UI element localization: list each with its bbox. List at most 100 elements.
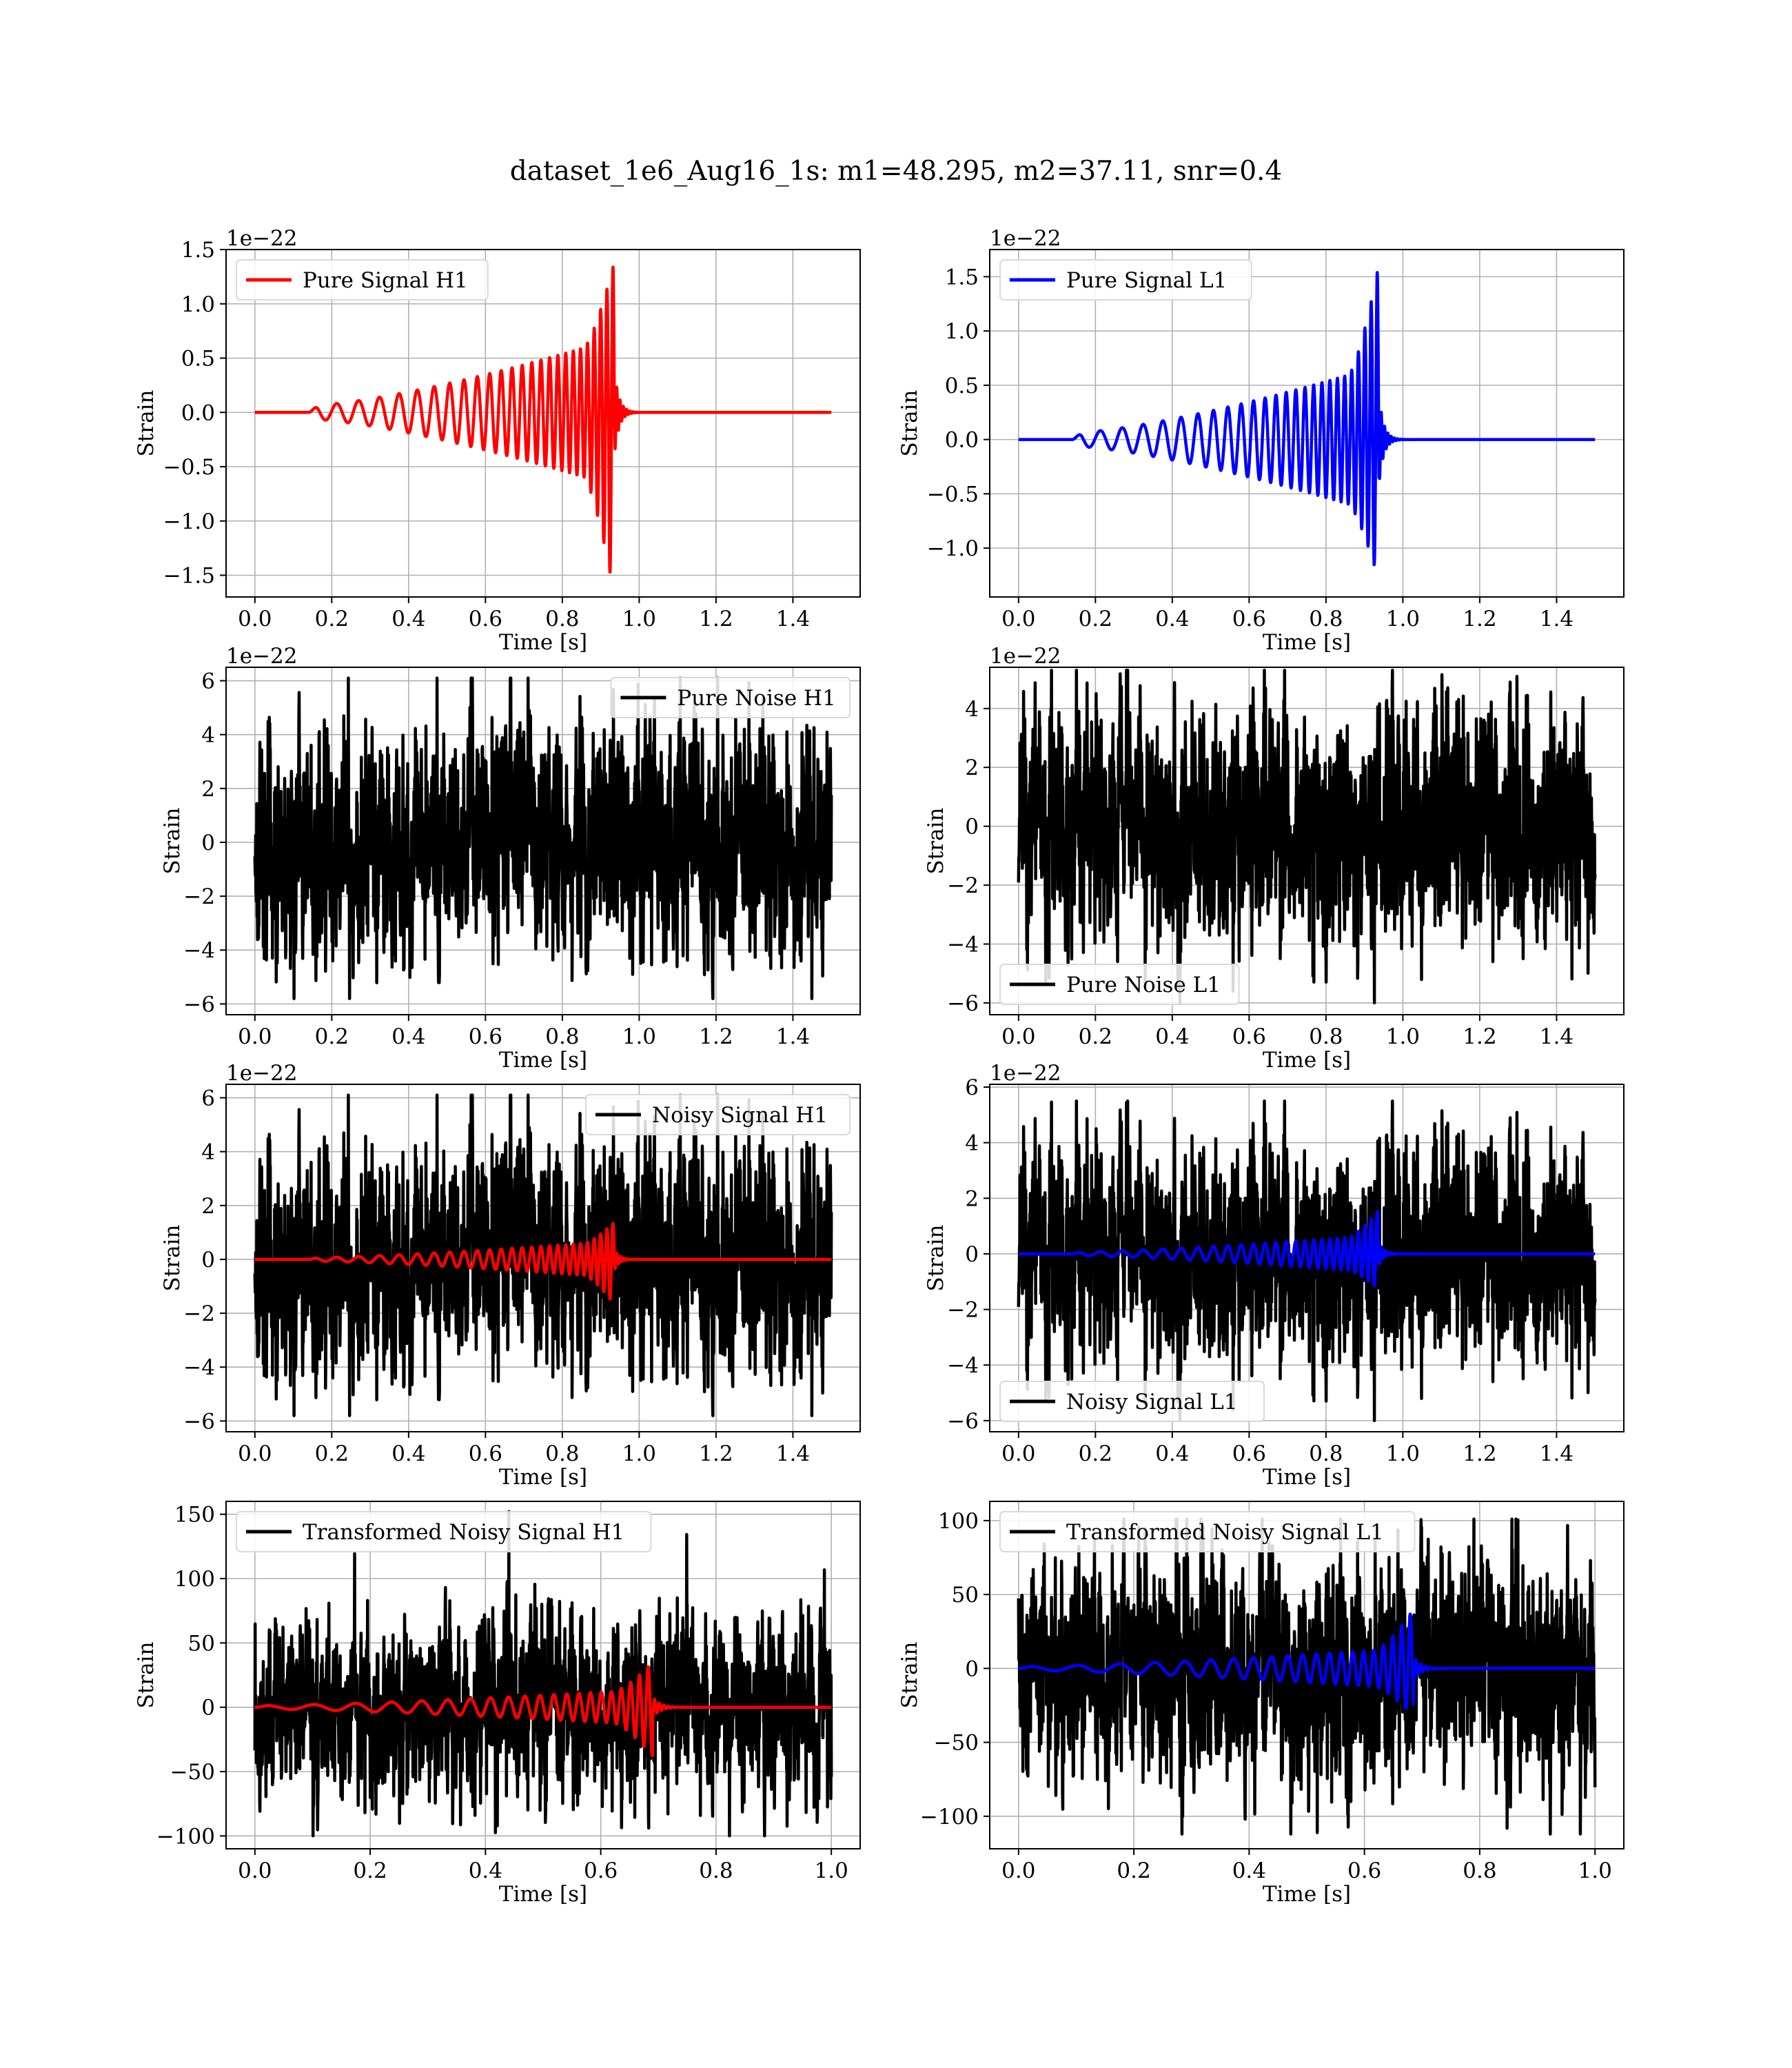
- plot-area: [253, 676, 833, 1000]
- x-tick-label: 0.6: [469, 1024, 502, 1049]
- y-tick-label: 50: [188, 1631, 215, 1656]
- legend-label: Noisy Signal L1: [1066, 1390, 1238, 1415]
- y-tick-label: 2: [201, 1194, 215, 1219]
- x-tick-label: 1.0: [815, 1858, 848, 1883]
- y-tick-label: 4: [965, 1131, 979, 1156]
- plot-area: [1017, 1517, 1597, 1836]
- x-tick-label: 0.2: [315, 607, 349, 631]
- x-axis-label: Time [s]: [1263, 630, 1351, 655]
- y-tick-label: −2: [947, 1298, 979, 1323]
- axes-frame: [989, 667, 1625, 1015]
- x-tick-label: 0.6: [1232, 607, 1266, 631]
- y-tick-label: 0: [965, 1656, 979, 1681]
- y-tick-label: 0: [201, 831, 215, 855]
- x-tick-label: 1.2: [699, 1441, 733, 1466]
- y-tick-label: 0.5: [945, 374, 979, 398]
- y-axis-label: Strain: [160, 1225, 185, 1292]
- x-tick-label: 0.0: [1001, 1858, 1035, 1883]
- y-tick-label: 0: [965, 815, 979, 840]
- y-tick-label: −4: [947, 932, 979, 957]
- series-line-signal: [1017, 271, 1597, 567]
- series-line-signal: [253, 265, 833, 574]
- y-axis-label: Strain: [134, 390, 159, 457]
- legend-box: [585, 1094, 851, 1135]
- x-tick-label: 0.8: [545, 1441, 579, 1466]
- x-tick-label: 0.2: [353, 1858, 387, 1883]
- x-axis-label: Time [s]: [499, 630, 587, 655]
- x-tick-label: 0.4: [1155, 1024, 1189, 1049]
- axes-frame: [989, 1501, 1625, 1849]
- x-tick-label: 1.0: [1386, 1441, 1420, 1466]
- x-tick-label: 0.8: [1309, 607, 1343, 631]
- legend: Transformed Noisy Signal L1: [999, 1511, 1416, 1552]
- x-tick-label: 0.6: [1232, 1024, 1266, 1049]
- axis-offset-text: 1e−22: [226, 1061, 298, 1086]
- x-tick-label: 0.2: [315, 1441, 349, 1466]
- y-tick-label: 0.5: [181, 347, 215, 372]
- y-tick-label: 2: [965, 756, 979, 780]
- legend-label: Transformed Noisy Signal L1: [1066, 1520, 1384, 1545]
- y-tick-label: 1.5: [945, 265, 979, 290]
- x-axis-label: Time [s]: [499, 1048, 587, 1073]
- pure-signal-h1-panel: 0.0 0.2 0.4 0.6 0.8 1.0 1.2 1.4 −1.5 −1.0 −0.5 0.0 0…: [134, 226, 861, 655]
- x-tick-label: 0.0: [238, 607, 272, 631]
- x-tick-label: 0.6: [469, 607, 502, 631]
- x-tick-label: 0.2: [1079, 607, 1112, 631]
- series-line-noise: [253, 1510, 833, 1838]
- y-tick-label: 6: [201, 669, 215, 694]
- legend-box: [610, 677, 851, 718]
- y-tick-label: 150: [174, 1503, 215, 1528]
- x-tick-label: 1.0: [1386, 1024, 1420, 1049]
- series-line-signal: [253, 1221, 833, 1301]
- x-tick-label: 1.4: [776, 607, 810, 631]
- x-tick-label: 0.4: [1155, 607, 1189, 631]
- axes-frame: [989, 1084, 1625, 1432]
- y-tick-label: −2: [183, 1301, 215, 1326]
- pure-signal-l1-panel: 0.0 0.2 0.4 0.6 0.8 1.0 1.2 1.4 −1.0 −0.5 0.0 0.5 1.…: [897, 226, 1625, 655]
- y-tick-label: −0.5: [927, 482, 979, 507]
- x-tick-label: 0.2: [1079, 1441, 1112, 1466]
- x-tick-label: 1.2: [1463, 607, 1496, 631]
- y-tick-label: −50: [170, 1760, 215, 1785]
- x-tick-label: 0.8: [1309, 1024, 1343, 1049]
- x-axis-label: Time [s]: [1263, 1465, 1351, 1490]
- y-axis-label: Strain: [924, 1225, 948, 1292]
- x-tick-label: 0.2: [1117, 1858, 1150, 1883]
- x-tick-label: 0.4: [1155, 1441, 1189, 1466]
- y-tick-label: 0.0: [181, 401, 215, 425]
- x-tick-label: 0.4: [391, 1441, 425, 1466]
- legend-label: Pure Signal H1: [303, 268, 468, 293]
- legend-box: [999, 964, 1240, 1005]
- y-tick-label: 4: [201, 723, 215, 748]
- x-tick-label: 1.4: [776, 1441, 810, 1466]
- legend-label: Pure Noise H1: [677, 686, 835, 711]
- legend-box: [236, 259, 489, 301]
- y-tick-label: 50: [952, 1583, 979, 1608]
- x-tick-label: 0.0: [238, 1024, 272, 1049]
- y-tick-label: 2: [965, 1186, 979, 1211]
- y-tick-label: −1.0: [927, 536, 979, 561]
- legend: Noisy Signal H1: [585, 1094, 851, 1135]
- legend-box: [236, 1511, 652, 1552]
- y-tick-label: −4: [183, 1355, 215, 1380]
- y-tick-label: 2: [201, 777, 215, 802]
- x-tick-label: 1.0: [1578, 1858, 1612, 1883]
- axis-offset-text: 1e−22: [990, 226, 1061, 251]
- series-line-noise: [1017, 1099, 1597, 1423]
- x-tick-label: 0.6: [1232, 1441, 1266, 1466]
- x-axis-label: Time [s]: [499, 1882, 587, 1907]
- x-tick-label: 1.4: [1540, 1024, 1574, 1049]
- y-tick-label: −2: [183, 884, 215, 909]
- x-tick-label: 1.0: [622, 1024, 656, 1049]
- y-tick-label: −1.0: [163, 509, 215, 534]
- plot-area: [253, 1510, 833, 1838]
- axis-offset-text: 1e−22: [990, 644, 1061, 669]
- x-tick-label: 0.0: [1001, 607, 1035, 631]
- x-axis-label: Time [s]: [1263, 1048, 1351, 1073]
- plot-area: [1017, 1099, 1597, 1423]
- x-tick-label: 1.2: [699, 607, 733, 631]
- axes-frame: [225, 667, 861, 1015]
- y-tick-label: 1.0: [181, 292, 215, 317]
- axis-offset-text: 1e−22: [226, 226, 298, 251]
